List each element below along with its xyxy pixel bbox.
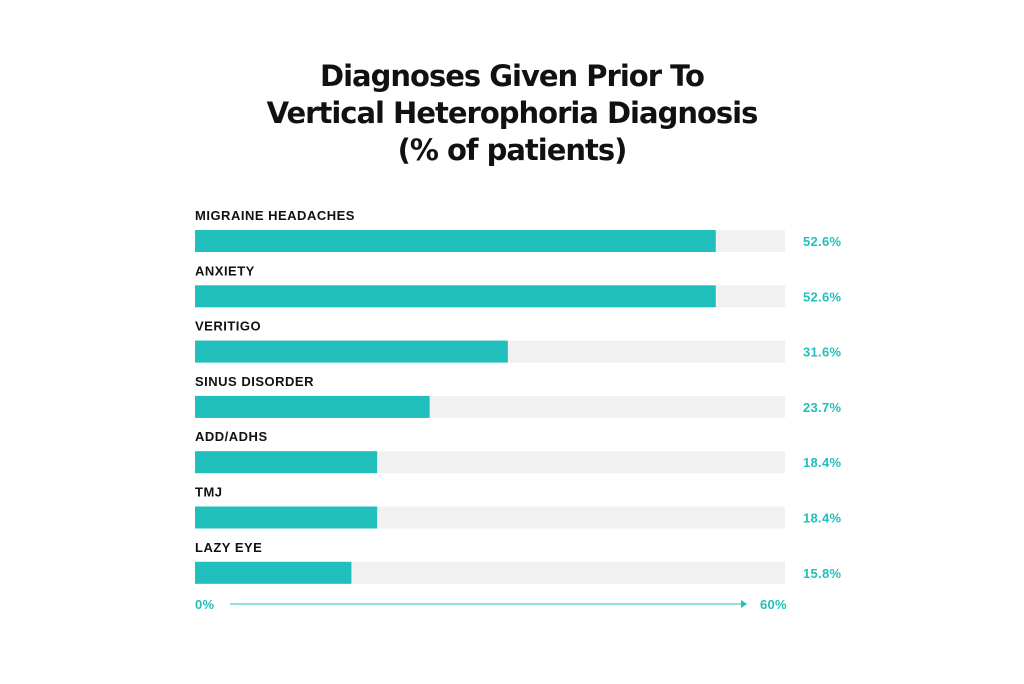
axis-min-label: 0% — [195, 597, 215, 612]
bar-row: TMJ 18.4% — [195, 485, 842, 529]
bar-row: LAZY EYE 15.8% — [195, 540, 842, 584]
bar-row: MIGRAINE HEADACHES 52.6% — [195, 208, 842, 252]
bar — [195, 561, 352, 584]
category-label: MIGRAINE HEADACHES — [195, 208, 355, 223]
value-label: 18.4% — [803, 511, 842, 526]
value-label: 31.6% — [803, 345, 842, 360]
category-label: SINUS DISORDER — [195, 374, 314, 389]
value-label: 15.8% — [803, 566, 842, 581]
category-label: ADD/ADHS — [195, 429, 268, 444]
chart-title: Diagnoses Given Prior To Vertical Hetero… — [0, 58, 1024, 169]
category-label: ANXIETY — [195, 263, 255, 278]
bar — [195, 285, 716, 308]
bar — [195, 340, 508, 363]
value-label: 52.6% — [803, 289, 842, 304]
bar — [195, 506, 378, 529]
axis-arrow-head-icon — [741, 600, 747, 608]
bar-row: SINUS DISORDER 23.7% — [195, 374, 842, 418]
value-label: 18.4% — [803, 455, 842, 470]
value-label: 23.7% — [803, 400, 842, 415]
bar-row: VERITIGO 31.6% — [195, 319, 842, 363]
bar — [195, 395, 430, 418]
category-label: VERITIGO — [195, 319, 261, 334]
category-label: TMJ — [195, 485, 223, 500]
bar-row: ADD/ADHS 18.4% — [195, 429, 842, 474]
x-axis: 0% 60% — [195, 597, 787, 612]
chart-title-line-2: Vertical Heterophoria Diagnosis — [266, 96, 759, 130]
category-label: LAZY EYE — [195, 540, 262, 555]
bar — [195, 451, 378, 474]
chart-title-line-3: (% of patients) — [397, 133, 628, 167]
bar — [195, 230, 716, 252]
bar-row: ANXIETY 52.6% — [195, 263, 842, 308]
chart-title-line-1: Diagnoses Given Prior To — [320, 59, 705, 93]
bars-layer: MIGRAINE HEADACHES 52.6% ANXIETY 52.6% VERIT… — [195, 208, 842, 584]
axis-max-label: 60% — [760, 597, 787, 612]
value-label: 52.6% — [803, 234, 842, 249]
